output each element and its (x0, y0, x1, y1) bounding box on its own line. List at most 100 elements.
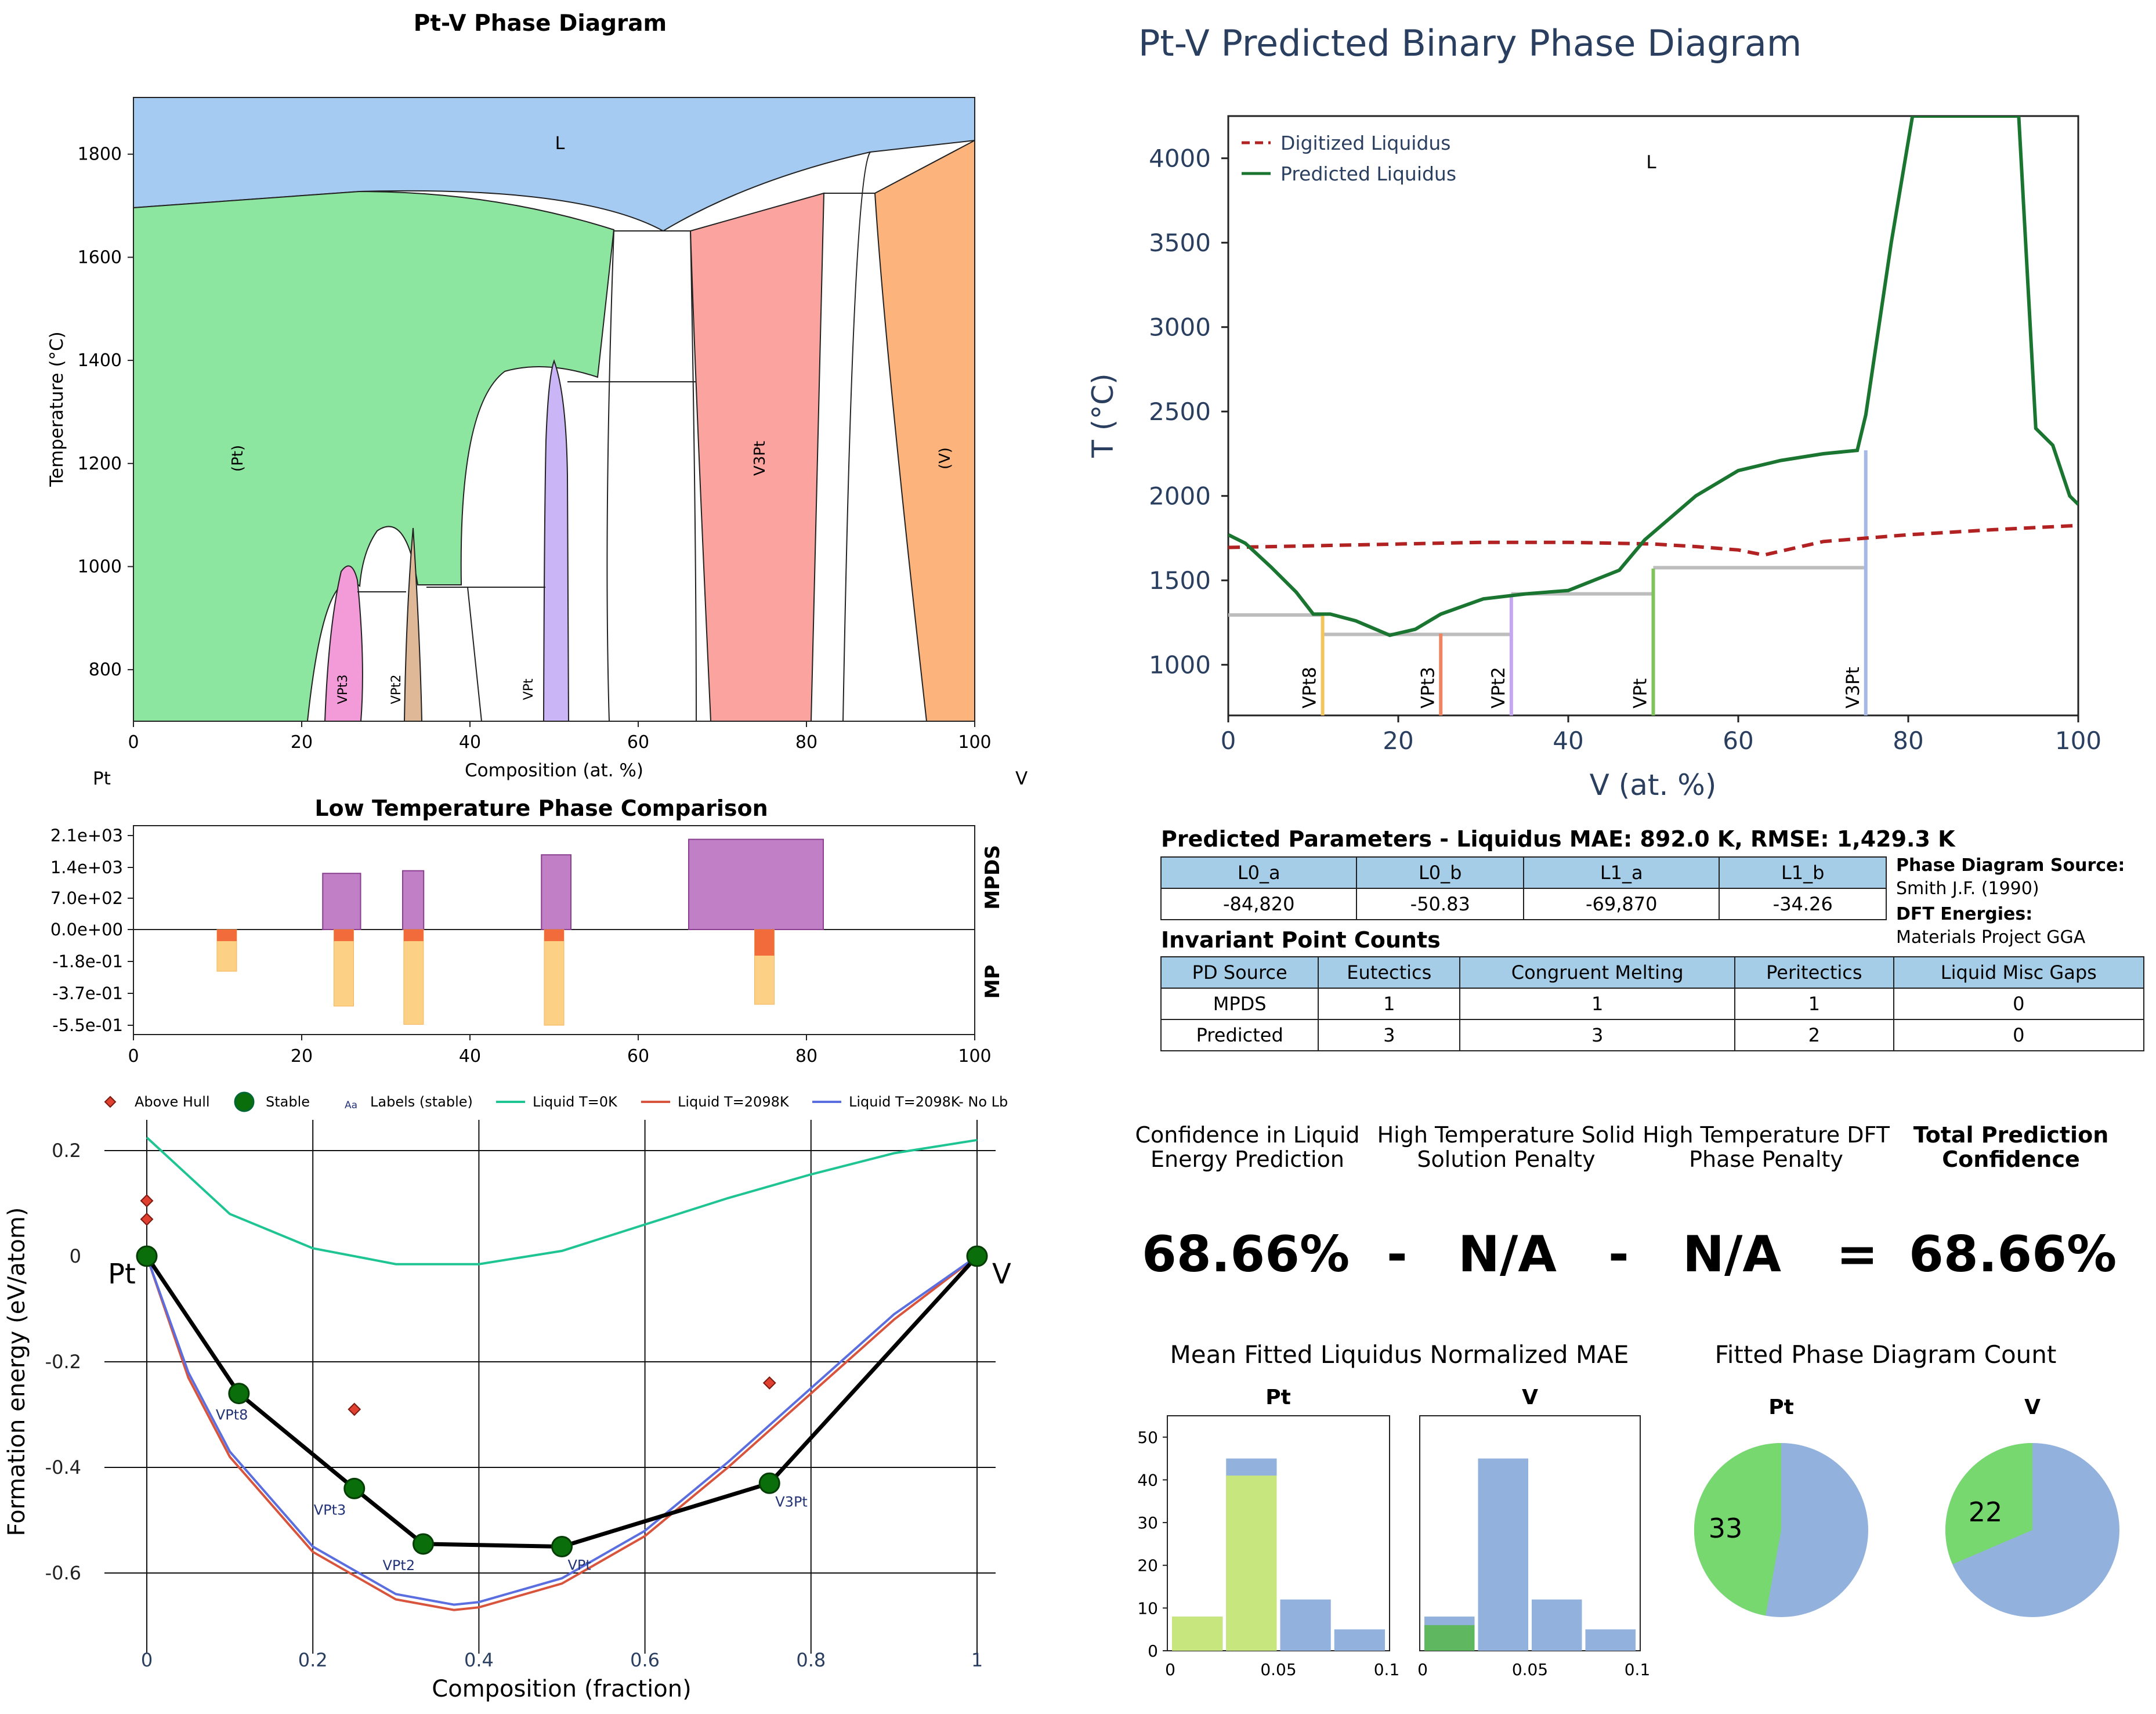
hull-liquid-curve (146, 1136, 978, 1265)
pd-label-pt: (Pt) (229, 445, 247, 472)
hist-xtick-label: 0.1 (1374, 1660, 1400, 1679)
pred-xlabel: V (at. %) (1590, 768, 1717, 802)
hull-xtick-label: 1 (971, 1649, 983, 1671)
pred-xtick-label: 0 (1221, 726, 1236, 755)
inv-table: PD Source Eutectics Congruent Melting Pe… (1160, 956, 2145, 1051)
conf-header-ss-penalty: High Temperature Solid Solution Penalty (1377, 1122, 1636, 1172)
pie-slice-fitted (1694, 1442, 1781, 1616)
pred-compound-label: V3Pt (1843, 667, 1864, 708)
stable-point (228, 1383, 250, 1405)
hull-xtick-label: 0 (141, 1649, 153, 1671)
pd-region-vpt (542, 359, 570, 722)
pie-label-v: 22 (1969, 1496, 2003, 1528)
pred-ytick-label: 2500 (1149, 397, 1211, 426)
inv-cell: Predicted (1160, 1019, 1319, 1051)
params-header: L1_a (1522, 856, 1720, 889)
lt-ytick-label: 1.4e+03 (50, 858, 123, 877)
mp-bar (403, 929, 424, 1025)
pred-legend: Digitized Liquidus Predicted Liquidus (1242, 132, 1456, 185)
hist-ytick-label: 10 (1137, 1599, 1158, 1618)
conf-value-liquid: 68.66% (1142, 1225, 1350, 1283)
conf-value-ss-penalty: N/A (1458, 1225, 1557, 1283)
lt-y-axis: 2.1e+03 1.4e+03 7.0e+02 0.0e+00 -1.8e-01 -3.7… (50, 826, 133, 1035)
hull-grid (104, 1120, 996, 1654)
hist-xtick-label: 0.1 (1625, 1660, 1651, 1679)
hull-liquid-curve (146, 1255, 978, 1611)
hist-bar (1280, 1599, 1331, 1651)
pd-xlabel: Composition (at. %) (465, 760, 643, 781)
hull-points (136, 1194, 988, 1557)
hull-ytick-label: -0.2 (45, 1351, 81, 1373)
hull-end-pt: Pt (108, 1258, 136, 1290)
pred-marks: VPt8 VPt3 VPt2 VPt V3Pt (1228, 116, 2079, 715)
pred-compound-label: VPt3 (1417, 667, 1438, 708)
pd-label-liquid: L (555, 133, 565, 154)
pies-title: Fitted Phase Diagram Count (1715, 1340, 2057, 1369)
pd-ytick-label: 1400 (78, 350, 122, 371)
hull-point-label: V3Pt (775, 1494, 808, 1510)
pred-predicted-liquidus (1228, 116, 2078, 637)
hist-bar (1585, 1629, 1636, 1651)
source-value: Smith J.F. (1990) (1896, 878, 2039, 899)
hist-axes: 0 0.05 0.1 0 0.05 0.1 0 10 20 30 40 50 (1137, 1428, 1650, 1679)
lt-label-mp: MP (981, 965, 1004, 999)
inv-header: Congruent Melting (1459, 956, 1736, 989)
dft-label-text: DFT Energies: (1896, 904, 2033, 924)
pred-xtick-label: 100 (2055, 726, 2101, 755)
hull-point-labels: VPt8 VPt3 VPt2 VPt V3Pt (216, 1407, 808, 1574)
stable-point (136, 1245, 158, 1267)
lt-bars (216, 838, 824, 1026)
stable-point (413, 1533, 435, 1555)
mp-bar (544, 929, 565, 1026)
lt-ytick-label: 2.1e+03 (50, 826, 123, 845)
pd-x-axis: 0 20 40 60 80 100 (128, 721, 992, 753)
pred-ytick-label: 2000 (1149, 482, 1211, 511)
conf-value-dft-penalty: N/A (1683, 1225, 1781, 1283)
pred-ytick-label: 1500 (1149, 566, 1211, 595)
pie-panel: Fitted Phase Diagram Count Pt V 33 22 (1694, 1340, 2119, 1617)
above-hull-point (140, 1194, 154, 1207)
source-label-text: Phase Diagram Source: (1896, 855, 2125, 876)
hist-bar-highlight (1172, 1617, 1223, 1651)
pd-label-v3pt: V3Pt (751, 441, 769, 476)
hull-ylabel: Formation energy (eV/atom) (3, 1207, 30, 1536)
hist-sub-v: V (1522, 1386, 1538, 1409)
pd-xtick-label: 20 (291, 732, 313, 753)
lt-ytick-label: 0.0e+00 (50, 920, 123, 939)
pd-y-axis: 800 1000 1200 1400 1600 1800 (78, 144, 133, 680)
pd-ytick-label: 800 (89, 660, 122, 680)
hist-bar (1532, 1599, 1582, 1651)
inv-row: MPDS 1 1 1 0 (1160, 988, 2145, 1020)
conf-value-total: 68.66% (1909, 1225, 2117, 1283)
pie-sub-v: V (2024, 1395, 2041, 1419)
stable-point (343, 1477, 366, 1499)
hull-xlabel: Composition (fraction) (432, 1676, 691, 1702)
hull-legend: Above Hull Stable Aa Labels (stable) Liq… (104, 1091, 1008, 1112)
pie-slice-fitted (1945, 1443, 2032, 1564)
mpds-bar (402, 870, 425, 930)
inv-row: Predicted 3 3 2 0 (1160, 1019, 2145, 1051)
above-hull-point (762, 1376, 776, 1390)
pd-xtick-label: 0 (128, 732, 139, 753)
legend-labels-stable: Labels (stable) (370, 1094, 473, 1110)
inv-header: Liquid Misc Gaps (1893, 956, 2145, 989)
conf-op-minus-1: - (1387, 1225, 1408, 1283)
pd-title: Pt-V Phase Diagram (414, 10, 667, 37)
legend-aa-glyph: Aa (345, 1100, 357, 1111)
pred-xtick-label: 60 (1723, 726, 1753, 755)
hist-ytick-label: 40 (1137, 1470, 1158, 1489)
hist-sub-pt: Pt (1265, 1386, 1291, 1409)
pd-ytick-label: 1800 (78, 144, 122, 165)
pd-xtick-label: 40 (459, 732, 481, 753)
hist-ytick-label: 50 (1137, 1428, 1158, 1447)
pred-compound-label: VPt2 (1488, 667, 1509, 708)
params-header-row: L0_a L0_b L1_a L1_b (1160, 856, 1887, 889)
pd-label-vpt2: VPt2 (389, 675, 404, 704)
pred-ytick-label: 4000 (1149, 144, 1211, 173)
hist-panel: Mean Fitted Liquidus Normalized MAE Pt V… (1137, 1340, 1650, 1679)
legend-liquid-2098k: Liquid T=2098K (678, 1094, 790, 1110)
stable-point (966, 1245, 988, 1267)
hull-y-axis: 0.2 0 -0.2 -0.4 -0.6 (45, 1140, 81, 1584)
hist-xtick-label: 0.05 (1512, 1660, 1548, 1679)
